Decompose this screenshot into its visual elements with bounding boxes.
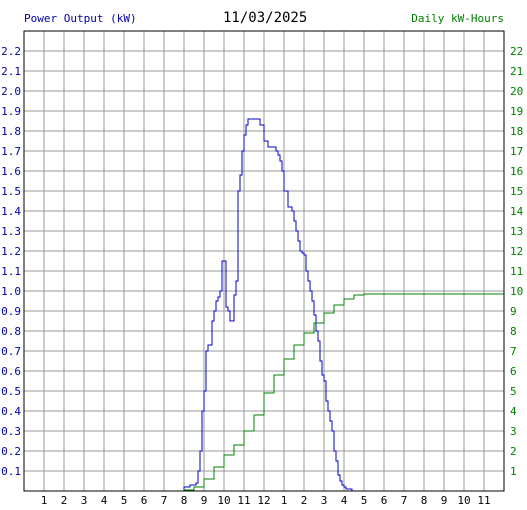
y-left-tick-label: 1.8 — [1, 125, 21, 138]
y-left-tick-label: 0.7 — [1, 345, 21, 358]
y-left-tick-label: 1.4 — [1, 205, 21, 218]
x-tick-label: 8 — [181, 494, 188, 507]
y-left-tick-label: 1.0 — [1, 285, 21, 298]
x-tick-label: 2 — [61, 494, 68, 507]
y-right-tick-label: 4 — [510, 405, 517, 418]
x-tick-label: 9 — [441, 494, 448, 507]
y-left-tick-label: 1.5 — [1, 185, 21, 198]
y-right-tick-label: 13 — [510, 225, 523, 238]
y-right-tick-label: 19 — [510, 105, 523, 118]
y-left-tick-label: 1.1 — [1, 265, 21, 278]
y-left-tick-label: 2.0 — [1, 85, 21, 98]
chart-title-date: 11/03/2025 — [223, 10, 308, 26]
left-axis-title: Power Output (kW) — [24, 12, 137, 25]
grid-lines — [24, 31, 504, 491]
power-output-line — [176, 118, 384, 492]
y-right-tick-label: 12 — [510, 245, 523, 258]
x-tick-label: 3 — [321, 494, 328, 507]
axis-tick-labels: 0.1 0.2 0.3 0.4 0.5 0.6 0.7 0.8 0.9 1.0 1.1 1.2 1.3 1… — [1, 45, 523, 507]
y-left-tick-label: 0.8 — [1, 325, 21, 338]
y-right-tick-label: 5 — [510, 385, 517, 398]
series-lines — [176, 118, 504, 492]
y-left-tick-label: 0.1 — [1, 465, 21, 478]
x-tick-label: 3 — [81, 494, 88, 507]
x-tick-label: 6 — [381, 494, 388, 507]
y-right-tick-label: 8 — [510, 325, 517, 338]
x-tick-label: 11 — [477, 494, 490, 507]
y-left-tick-label: 2.2 — [1, 45, 21, 58]
y-right-tick-label: 15 — [510, 185, 523, 198]
y-left-tick-label: 0.9 — [1, 305, 21, 318]
x-tick-label: 1 — [281, 494, 288, 507]
y-right-tick-label: 22 — [510, 45, 523, 58]
x-tick-label: 7 — [161, 494, 168, 507]
x-tick-label: 5 — [361, 494, 368, 507]
y-left-tick-label: 1.6 — [1, 165, 21, 178]
y-right-tick-label: 17 — [510, 145, 523, 158]
y-right-tick-label: 18 — [510, 125, 523, 138]
y-right-tick-label: 11 — [510, 265, 523, 278]
y-right-tick-label: 7 — [510, 345, 517, 358]
plot-frame — [23, 30, 505, 492]
x-tick-label: 6 — [141, 494, 148, 507]
y-left-tick-label: 1.9 — [1, 105, 21, 118]
x-tick-label: 12 — [257, 494, 270, 507]
y-left-tick-label: 0.6 — [1, 365, 21, 378]
x-tick-label: 4 — [101, 494, 108, 507]
y-right-tick-label: 2 — [510, 445, 517, 458]
y-right-tick-label: 3 — [510, 425, 517, 438]
y-right-tick-label: 20 — [510, 85, 523, 98]
x-tick-label: 11 — [237, 494, 250, 507]
y-right-tick-label: 1 — [510, 465, 517, 478]
y-left-tick-label: 0.3 — [1, 425, 21, 438]
x-tick-label: 10 — [217, 494, 230, 507]
y-left-tick-label: 0.2 — [1, 445, 21, 458]
x-tick-label: 9 — [201, 494, 208, 507]
y-left-tick-label: 1.7 — [1, 145, 21, 158]
y-left-tick-label: 0.5 — [1, 385, 21, 398]
right-axis-title: Daily kW-Hours — [411, 12, 504, 25]
y-left-tick-label: 0.4 — [1, 405, 21, 418]
y-left-tick-label: 1.2 — [1, 245, 21, 258]
x-tick-label: 7 — [401, 494, 408, 507]
x-tick-label: 10 — [457, 494, 470, 507]
y-right-tick-label: 21 — [510, 65, 523, 78]
x-tick-label: 2 — [301, 494, 308, 507]
x-tick-label: 8 — [421, 494, 428, 507]
x-tick-label: 1 — [41, 494, 48, 507]
daily-kwh-line — [176, 293, 504, 492]
y-right-tick-label: 6 — [510, 365, 517, 378]
x-tick-label: 5 — [121, 494, 128, 507]
y-left-tick-label: 2.1 — [1, 65, 21, 78]
y-left-tick-label: 1.3 — [1, 225, 21, 238]
y-right-tick-label: 9 — [510, 305, 517, 318]
y-right-tick-label: 16 — [510, 165, 523, 178]
x-tick-label: 4 — [341, 494, 348, 507]
y-right-tick-label: 14 — [510, 205, 524, 218]
y-right-tick-label: 10 — [510, 285, 523, 298]
